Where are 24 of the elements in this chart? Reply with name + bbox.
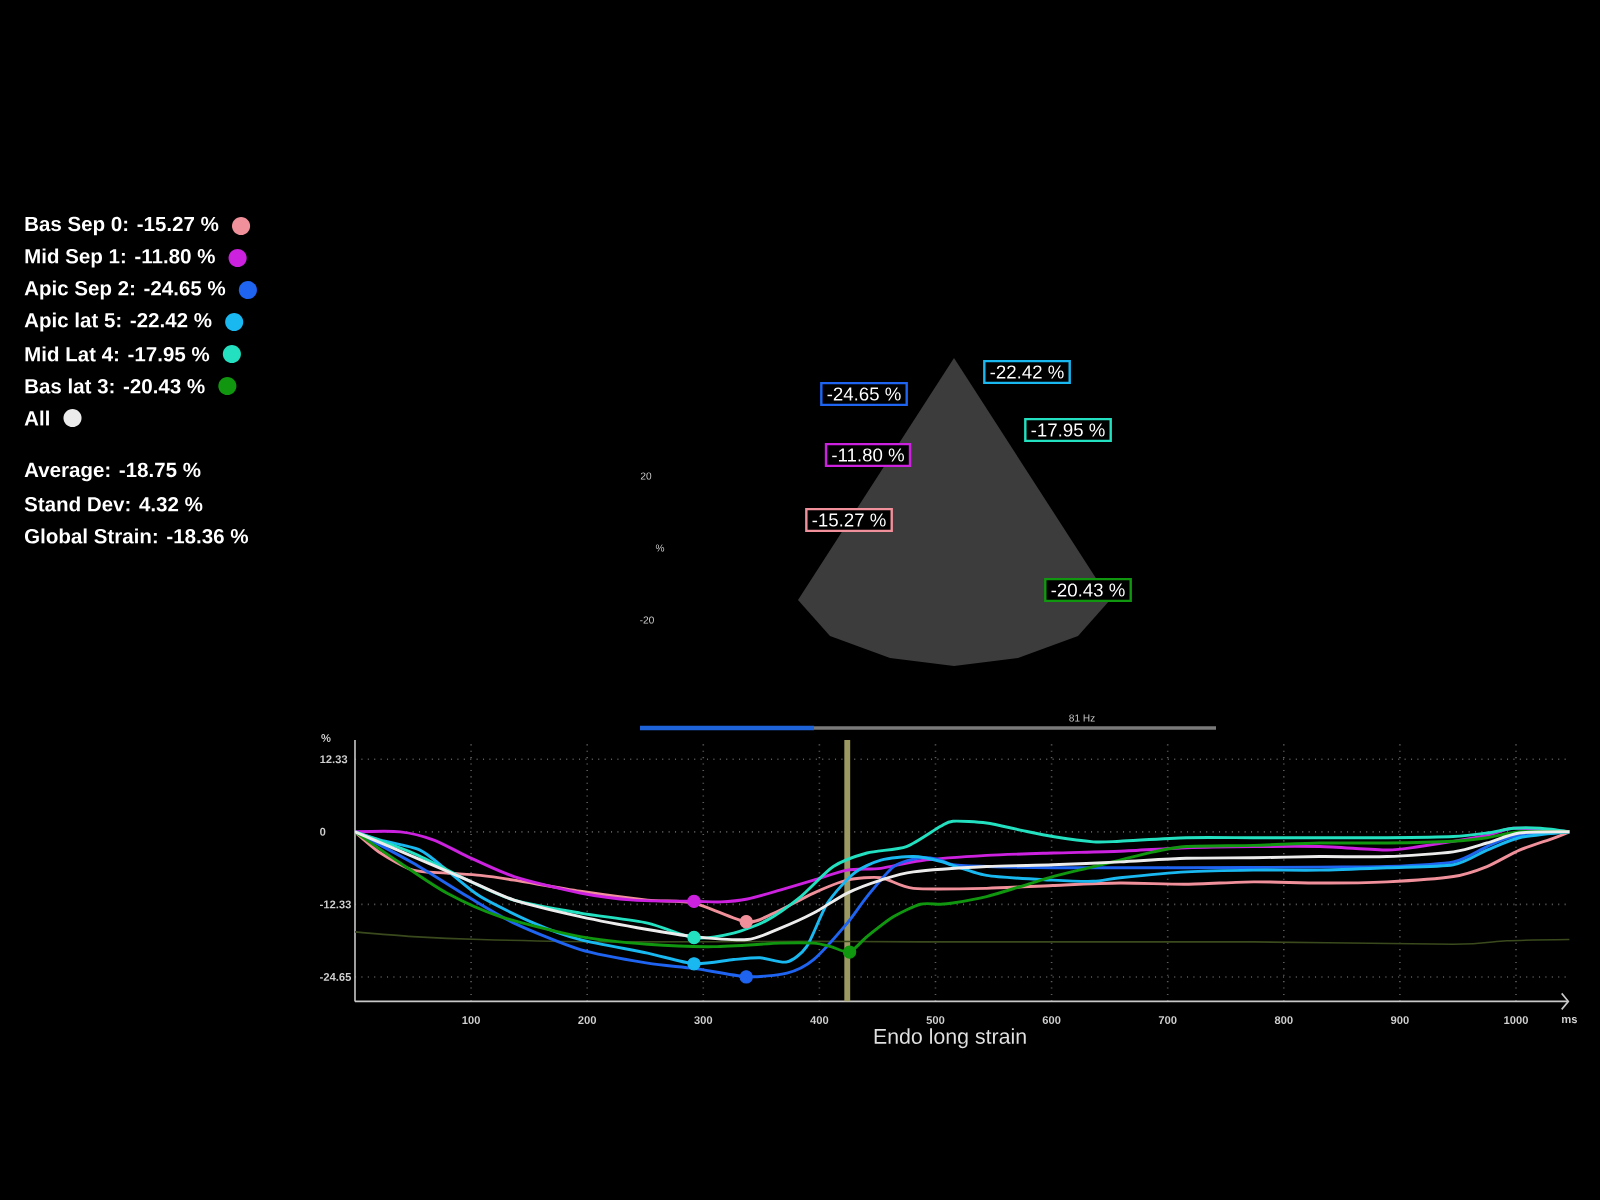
- text: Endo long strain: [874, 1028, 1026, 1049]
- line-series: [354, 931, 1570, 946]
- legend-label: Bas Sep 0: -15.27 %: [25, 216, 219, 236]
- legend-label: All: [24, 410, 49, 426]
- point: [739, 915, 753, 929]
- point: [687, 930, 701, 945]
- text: Global Strain: -18.36 %: [24, 528, 249, 544]
- text: Stand Dev: 4.32 %: [24, 496, 203, 512]
- text: Average: -18.75 %: [24, 462, 201, 482]
- text: -24.65 %: [827, 387, 901, 401]
- legend-label: Apic Sep 2: -24.65 %: [24, 280, 226, 300]
- text: -20.43 %: [1051, 583, 1125, 597]
- point: [842, 945, 857, 959]
- point: [687, 894, 701, 908]
- text: -11.80 %: [832, 448, 904, 462]
- text: -22.42 %: [990, 365, 1064, 379]
- point: [739, 970, 753, 984]
- legend-label: Apic lat 5: -22.42 %: [24, 312, 212, 332]
- legend-label: Mid Sep 1: -11.80 %: [25, 248, 215, 268]
- legend-label: Mid Lat 4: -17.95 %: [25, 346, 210, 362]
- text: -17.95 %: [1031, 423, 1105, 437]
- legend-label: Bas lat 3: -20.43 %: [25, 378, 205, 394]
- point: [687, 957, 701, 971]
- text: -15.27 %: [812, 513, 886, 527]
